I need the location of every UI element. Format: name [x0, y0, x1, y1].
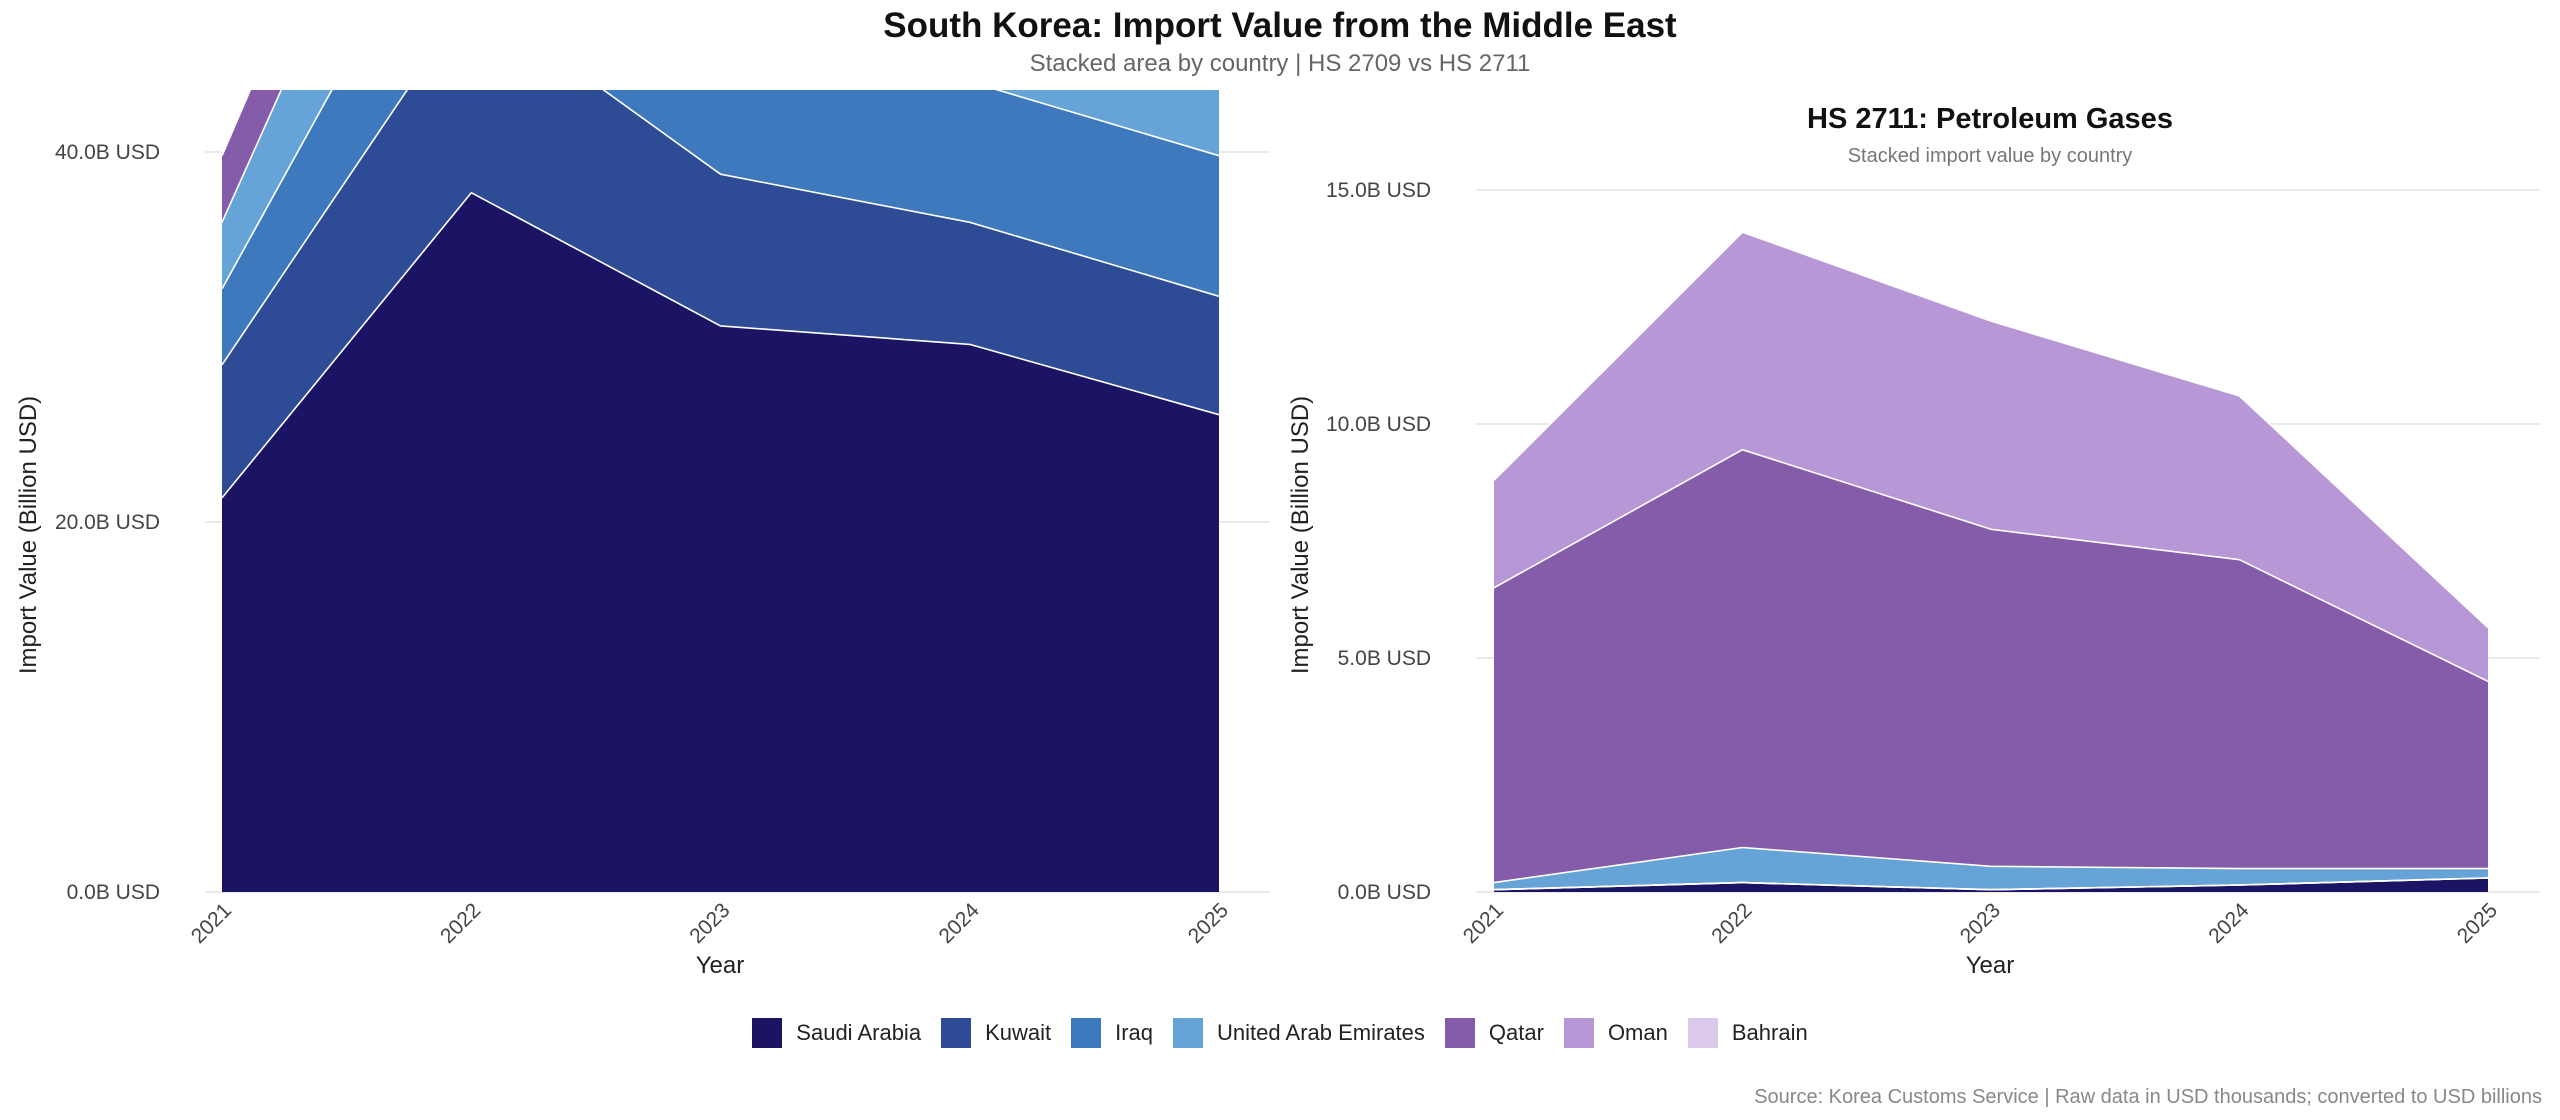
chart-0-boundary-kuwait	[221, 90, 1220, 366]
chart-1-boundary-bahrain	[1493, 231, 2489, 629]
chart-0-y-tick-label: 20.0B USD	[55, 511, 160, 534]
chart-0-x-tick-label: 2025	[1184, 899, 1233, 948]
chart-1-y-axis-label: Import Value (Billion USD)	[1287, 396, 1314, 674]
legend-item-qatar: Qatar	[1444, 1018, 1544, 1048]
chart-1-x-tick-label: 2022	[1707, 899, 1756, 948]
chart-0-area-saudi-arabia	[222, 192, 1219, 892]
legend-swatch	[752, 1018, 783, 1048]
source-note: Source: Korea Customs Service | Raw data…	[1754, 1086, 2542, 1108]
chart-1-y-tick-label: 0.0B USD	[1338, 881, 1431, 904]
chart-1-x-tick-label: 2021	[1459, 899, 1508, 948]
legend-item-bahrain: Bahrain	[1687, 1018, 1808, 1048]
legend: Saudi Arabia Kuwait Iraq United Arab Emirat…	[0, 1018, 2560, 1048]
chart-1-boundary-united-arab-emirates	[1493, 846, 2488, 884]
chart-1-boundary-iraq	[1493, 877, 2489, 891]
legend-item-kuwait: Kuwait	[941, 1018, 1051, 1048]
legend-swatch	[1173, 1018, 1204, 1048]
chart-1-x-tick-label: 2023	[1956, 899, 2005, 948]
chart-0-x-tick-label: 2024	[935, 899, 985, 949]
chart-1-x-axis-label: Year	[1966, 952, 2015, 979]
chart-1-area-united-arab-emirates	[1494, 847, 2488, 890]
chart-0-y-axis-label: Import Value (Billion USD)	[15, 396, 42, 674]
chart-1-area-qatar	[1494, 449, 2488, 883]
legend-label: Saudi Arabia	[796, 1020, 922, 1045]
chart-1-y-tick-label: 10.0B USD	[1326, 413, 1431, 436]
main-subtitle: Stacked area by country | HS 2709 vs HS …	[1029, 50, 1531, 77]
legend-label: Kuwait	[985, 1020, 1052, 1045]
chart-1-boundary-qatar	[1493, 448, 2489, 683]
legend-label: Qatar	[1488, 1020, 1544, 1045]
main-title: South Korea: Import Value from the Middl…	[883, 6, 1677, 45]
legend-label: Bahrain	[1731, 1020, 1808, 1045]
legend-label: Oman	[1607, 1020, 1668, 1045]
chart-1-y-tick-label: 5.0B USD	[1338, 647, 1431, 670]
legend-item-united-arab-emirates: United Arab Emirates	[1173, 1018, 1425, 1048]
legend-swatch	[1071, 1018, 1102, 1048]
legend-item-iraq: Iraq	[1071, 1018, 1153, 1048]
legend-label: United Arab Emirates	[1217, 1020, 1425, 1045]
legend-swatch	[941, 1018, 972, 1048]
chart-1-area-saudi-arabia	[1494, 878, 2488, 892]
chart-0-area-united-arab-emirates	[222, 90, 1219, 289]
chart-1-area-oman	[1494, 232, 2488, 682]
chart-0-y-tick-label: 0.0B USD	[67, 881, 160, 904]
chart-0-x-tick-label: 2023	[685, 899, 734, 948]
legend-swatch	[1687, 1018, 1718, 1048]
chart-0-y-tick-label: 40.0B USD	[55, 141, 160, 164]
chart-0-x-axis-label: Year	[696, 952, 745, 979]
chart-0-area-iraq	[222, 90, 1219, 365]
legend-swatch	[1563, 1018, 1594, 1048]
chart-0-x-tick-label: 2021	[187, 899, 236, 948]
legend-item-oman: Oman	[1563, 1018, 1668, 1048]
chart-0-boundary-saudi-arabia	[221, 191, 1220, 499]
legend-item-saudi-arabia: Saudi Arabia	[752, 1018, 921, 1048]
petroleum-gases-chart: HS 2711: Petroleum Gases Stacked import v…	[1287, 103, 2540, 979]
crude-oil-chart: HS 2709: Crude Petroleum OilsStacked imp…	[15, 90, 1270, 979]
chart-1-subtitle: Stacked import value by country	[1848, 145, 2133, 167]
chart-0-boundary-iraq	[221, 90, 1220, 290]
legend-swatch	[1444, 1018, 1475, 1048]
legend-label: Iraq	[1115, 1020, 1154, 1045]
chart-0-x-tick-label: 2022	[436, 899, 485, 948]
chart-1-title: HS 2711: Petroleum Gases	[1807, 103, 2173, 135]
chart-1-y-tick-label: 15.0B USD	[1326, 179, 1431, 202]
chart-1-x-tick-label: 2024	[2204, 899, 2254, 949]
chart-1-x-tick-label: 2025	[2453, 899, 2502, 948]
